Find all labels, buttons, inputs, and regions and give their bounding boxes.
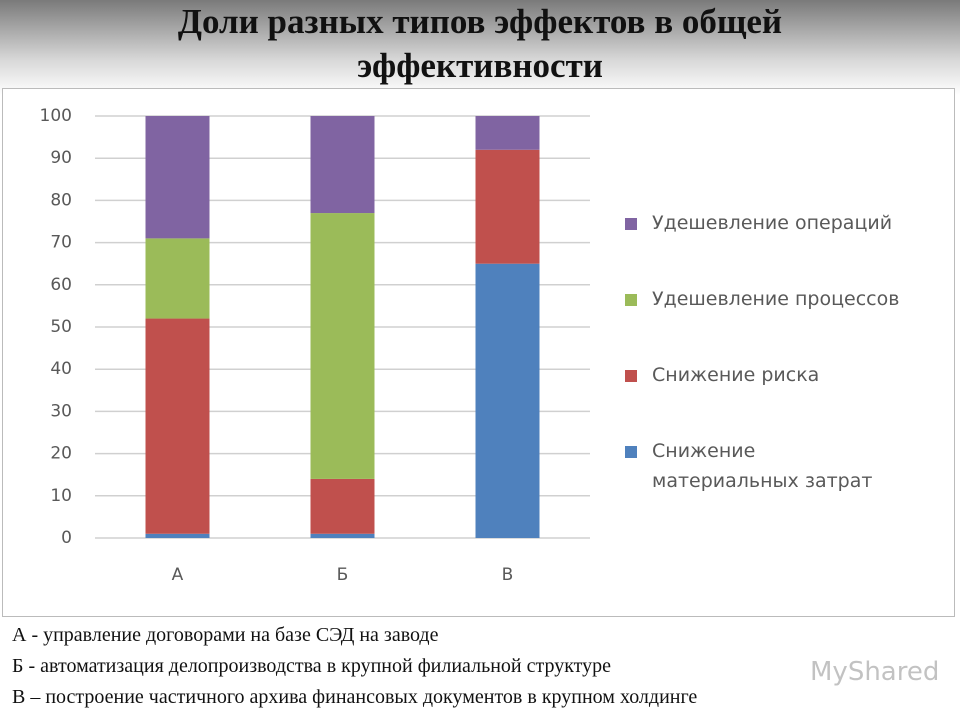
legend-swatch (625, 218, 637, 230)
bar-segment (145, 318, 210, 534)
chart-title: Доли разных типов эффектов в общей эффек… (177, 2, 783, 85)
caption: Б - автоматизация делопроизводства в кру… (12, 655, 612, 677)
legend-label: Удешевление операций (652, 212, 893, 234)
legend-item: Снижение материальных затрат (625, 436, 905, 496)
y-tick-label: 100 (40, 106, 72, 126)
y-tick-label: 80 (50, 190, 72, 210)
y-tick-label: 40 (50, 359, 72, 379)
bar-segment (310, 478, 375, 534)
legend-label: Снижение риска (652, 364, 820, 386)
y-tick-label: 50 (50, 317, 72, 337)
bar-segment (145, 116, 210, 239)
bar-segment (310, 533, 375, 538)
y-tick-label: 90 (50, 148, 72, 168)
y-tick-label: 60 (50, 275, 72, 295)
bar-segment (475, 263, 540, 538)
legend-swatch (625, 294, 637, 306)
bar-segment (475, 149, 540, 264)
x-tick-label: А (172, 565, 184, 585)
bar-segment (310, 213, 375, 479)
legend-label: Снижение материальных затрат (652, 440, 873, 492)
bar-segment (475, 116, 540, 150)
legend-swatch (625, 370, 637, 382)
x-tick-label: Б (337, 565, 349, 585)
legend-item: Удешевление процессов (625, 284, 905, 314)
y-tick-label: 20 (50, 444, 72, 464)
caption: В – построение частичного архива финансо… (12, 686, 698, 708)
y-tick-label: 0 (61, 528, 72, 548)
legend-item: Удешевление операций (625, 208, 905, 238)
y-tick-label: 10 (50, 486, 72, 506)
legend-label: Удешевление процессов (652, 288, 900, 310)
legend-swatch (625, 446, 637, 458)
legend: Удешевление операций Удешевление процессо… (625, 208, 905, 542)
y-tick-label: 30 (50, 401, 72, 421)
caption: А - управление договорами на базе СЭД на… (12, 624, 439, 646)
legend-item: Снижение риска (625, 360, 905, 390)
x-tick-label: В (502, 565, 514, 585)
watermark: MyShared (810, 657, 940, 687)
bar-segment (145, 533, 210, 538)
bar-segment (145, 238, 210, 319)
bar-segment (310, 116, 375, 214)
y-tick-label: 70 (50, 233, 72, 253)
